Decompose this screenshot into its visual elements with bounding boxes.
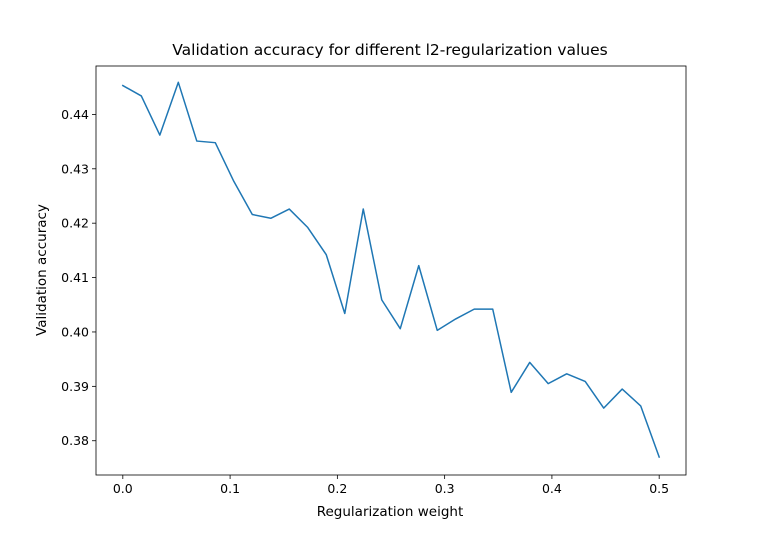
x-tick-label: 0.5 xyxy=(649,481,669,496)
x-tick-label: 0.4 xyxy=(542,481,562,496)
x-axis-ticks: 0.0 0.1 0.2 0.3 0.4 0.5 xyxy=(113,475,669,496)
axes-frame xyxy=(95,65,687,476)
x-axis-label: Regularization weight xyxy=(317,504,464,520)
chart-title: Validation accuracy for different l2-reg… xyxy=(172,41,607,59)
y-axis-ticks: 0.38 0.39 0.40 0.41 0.42 0.43 0.44 xyxy=(61,107,96,448)
series-line-0 xyxy=(121,81,661,459)
x-tick-label: 0.0 xyxy=(113,481,133,496)
y-tick-label: 0.41 xyxy=(61,270,89,285)
y-tick-label: 0.40 xyxy=(61,324,89,339)
x-tick-label: 0.2 xyxy=(327,481,347,496)
y-axis-label: Validation accuracy xyxy=(34,204,50,336)
x-tick-label: 0.1 xyxy=(220,481,240,496)
plot-area xyxy=(95,65,687,476)
y-tick-label: 0.44 xyxy=(61,107,89,122)
y-tick-label: 0.39 xyxy=(61,379,89,394)
y-tick-label: 0.38 xyxy=(61,433,89,448)
y-tick-label: 0.43 xyxy=(61,161,89,176)
y-tick-label: 0.42 xyxy=(61,216,89,231)
x-tick-label: 0.3 xyxy=(435,481,455,496)
